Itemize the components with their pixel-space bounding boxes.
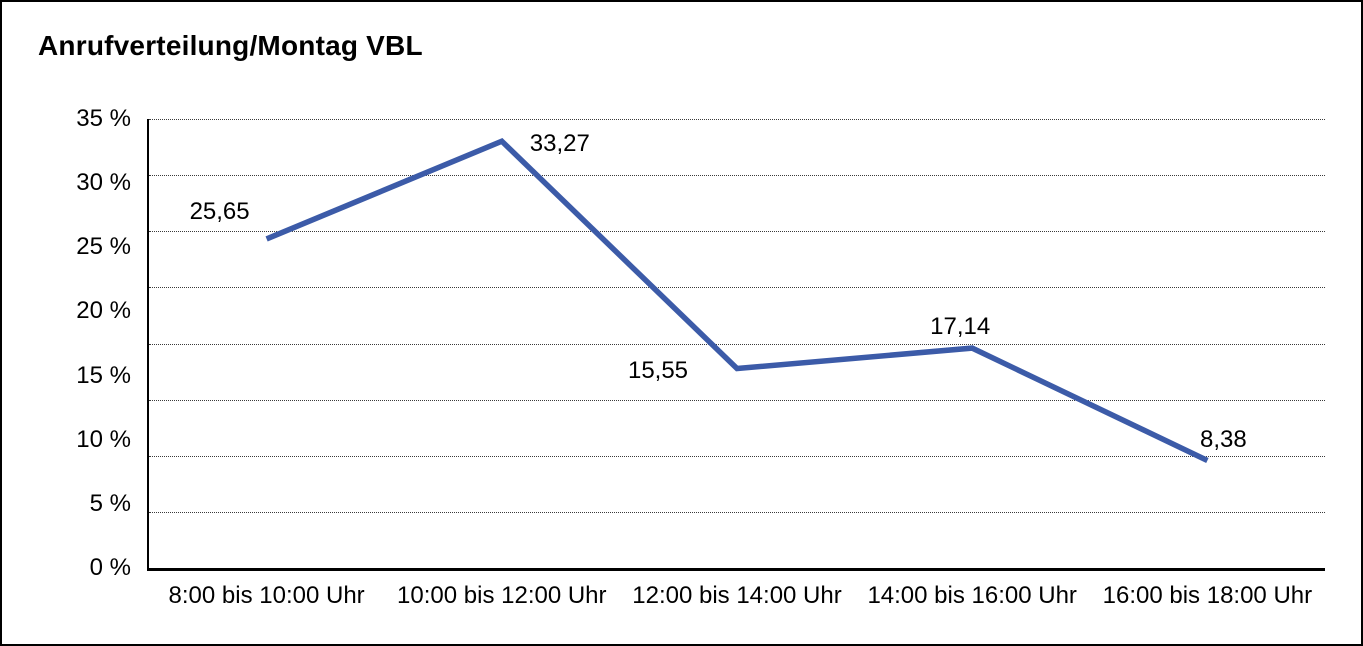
y-tick-label: 10 % [76, 425, 131, 453]
x-tick-label: 14:00 bis 16:00 Uhr [867, 582, 1077, 609]
chart-title: Anrufverteilung/Montag VBL [38, 30, 423, 61]
line-series-svg [265, 137, 1209, 463]
gridline [149, 119, 1325, 120]
plot-area: 35 % 30 % 25 % 20 % 15 % 10 % 5 % 0 % 8:00 bis … [76, 105, 1325, 609]
gridline [149, 175, 1325, 177]
x-tick-label: 12:00 bis 14:00 Uhr [632, 582, 842, 609]
gridline [149, 343, 1325, 345]
call-distribution-line [265, 137, 1209, 463]
gridline [149, 399, 1325, 401]
data-label: 17,14 [930, 313, 991, 341]
data-label: 8,38 [1200, 426, 1247, 454]
data-label: 25,65 [189, 197, 250, 225]
y-tick-label: 0 % [89, 554, 131, 581]
gridline [149, 511, 1325, 513]
x-tick-label: 10:00 bis 12:00 Uhr [397, 582, 607, 609]
y-tick-label: 30 % [76, 169, 131, 197]
y-tick-label: 15 % [76, 361, 131, 389]
data-label: 15,55 [627, 356, 689, 384]
data-label: 33,27 [529, 130, 590, 158]
gridline [149, 287, 1325, 289]
gridline [149, 455, 1325, 457]
gridline [149, 231, 1325, 233]
y-tick-label: 5 % [89, 489, 131, 517]
y-tick-label: 20 % [76, 297, 131, 325]
x-tick-label: 16:00 bis 18:00 Uhr [1102, 582, 1313, 609]
y-tick-label: 25 % [76, 233, 131, 261]
x-tick-label: 8:00 bis 10:00 Uhr [168, 582, 365, 609]
y-tick-label: 35 % [76, 105, 131, 132]
